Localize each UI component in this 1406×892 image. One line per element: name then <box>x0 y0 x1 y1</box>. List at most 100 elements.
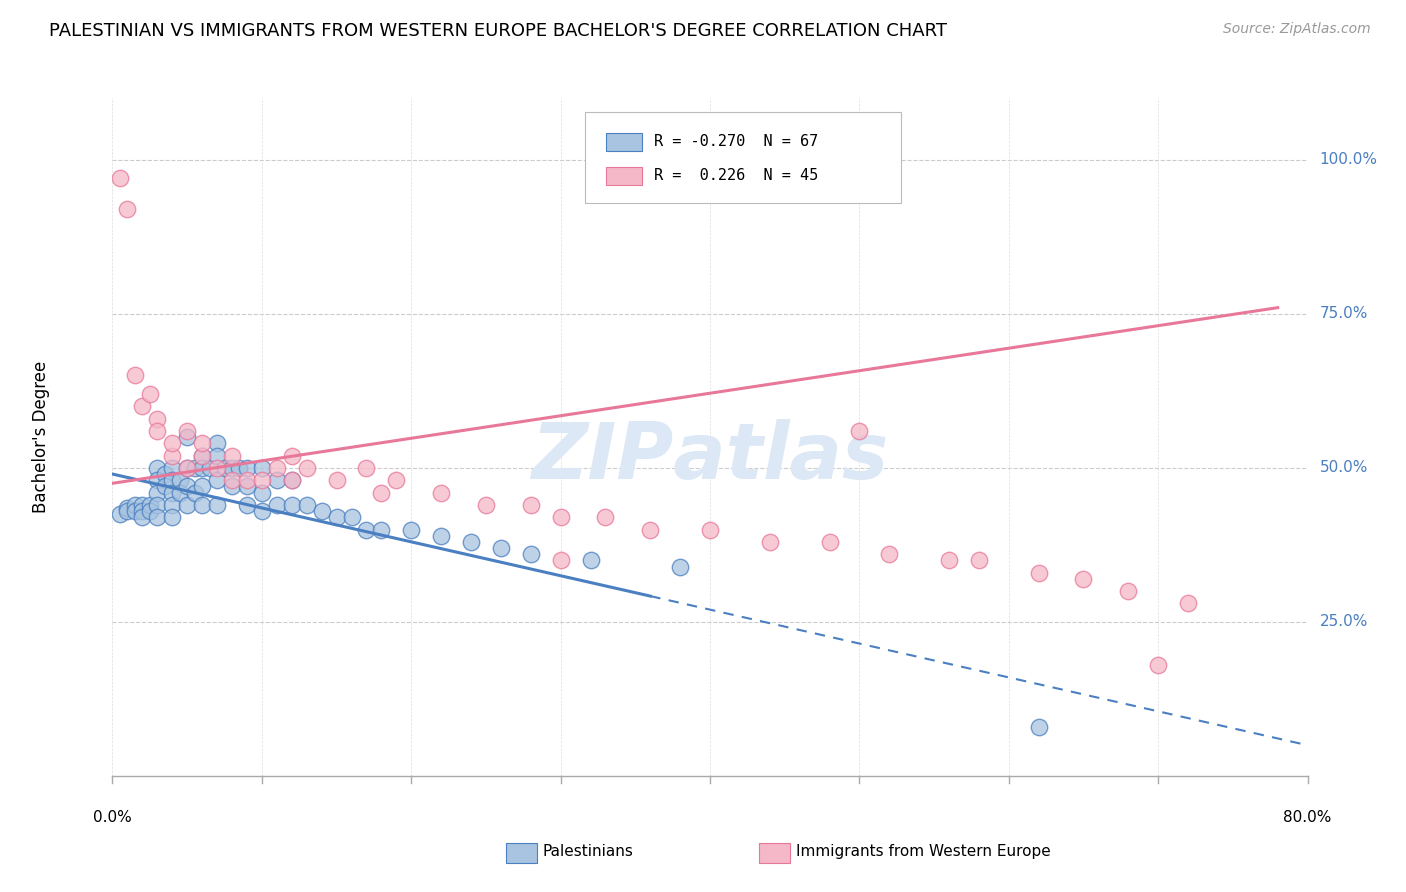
Point <box>139 504 162 518</box>
Point <box>325 473 347 487</box>
Point <box>370 523 392 537</box>
Point <box>1073 572 1095 586</box>
Point <box>250 504 273 518</box>
Point <box>191 479 214 493</box>
Point <box>430 529 453 543</box>
Point <box>146 510 169 524</box>
Text: ZIP​atlas: ZIP​atlas <box>531 419 889 495</box>
Point <box>117 202 139 216</box>
Point <box>281 498 304 512</box>
Point <box>117 504 139 518</box>
Point <box>146 473 169 487</box>
Point <box>221 479 243 493</box>
Point <box>162 473 183 487</box>
Text: Palestinians: Palestinians <box>543 845 634 859</box>
Point <box>236 473 259 487</box>
Point <box>638 523 662 537</box>
Text: 50.0%: 50.0% <box>1320 460 1368 475</box>
Point <box>191 436 214 450</box>
Point <box>295 461 318 475</box>
Point <box>266 461 288 475</box>
Point <box>214 461 236 475</box>
Point <box>221 449 243 463</box>
Point <box>1028 566 1050 580</box>
Point <box>176 479 198 493</box>
Text: Source: ZipAtlas.com: Source: ZipAtlas.com <box>1223 22 1371 37</box>
Point <box>108 171 131 186</box>
Point <box>281 473 304 487</box>
Point <box>176 498 198 512</box>
Point <box>131 510 153 524</box>
Point <box>205 461 228 475</box>
Point <box>356 523 378 537</box>
Text: 75.0%: 75.0% <box>1320 306 1368 321</box>
Text: R =  0.226  N = 45: R = 0.226 N = 45 <box>654 168 818 183</box>
Point <box>489 541 512 555</box>
Point <box>818 534 841 549</box>
Point <box>250 461 273 475</box>
Point <box>228 461 250 475</box>
Point <box>162 510 183 524</box>
Point <box>550 510 572 524</box>
Point <box>311 504 333 518</box>
Point <box>236 498 259 512</box>
FancyBboxPatch shape <box>585 112 901 203</box>
Point <box>877 547 901 561</box>
Point <box>162 485 183 500</box>
Point <box>325 510 347 524</box>
Point <box>124 498 146 512</box>
Point <box>191 449 214 463</box>
Point <box>460 534 482 549</box>
Text: 100.0%: 100.0% <box>1320 153 1378 167</box>
Point <box>759 534 782 549</box>
Point <box>205 449 228 463</box>
Point <box>169 485 191 500</box>
Point <box>146 424 169 438</box>
Point <box>236 461 259 475</box>
Point <box>146 461 169 475</box>
Text: 80.0%: 80.0% <box>1284 810 1331 825</box>
Point <box>191 498 214 512</box>
Point <box>162 436 183 450</box>
Point <box>146 498 169 512</box>
Point <box>131 498 153 512</box>
Point <box>124 368 146 383</box>
Point <box>250 473 273 487</box>
Point <box>848 424 870 438</box>
Point <box>131 399 153 413</box>
Point <box>191 449 214 463</box>
Point <box>162 449 183 463</box>
Point <box>131 504 153 518</box>
Point <box>221 473 243 487</box>
Point <box>370 485 392 500</box>
Point <box>198 461 221 475</box>
Point <box>430 485 453 500</box>
Text: 25.0%: 25.0% <box>1320 615 1368 630</box>
Point <box>520 547 543 561</box>
Point <box>1028 720 1050 734</box>
Point <box>205 498 228 512</box>
Text: Immigrants from Western Europe: Immigrants from Western Europe <box>796 845 1050 859</box>
Point <box>176 430 198 444</box>
Point <box>669 559 692 574</box>
Point <box>153 467 176 481</box>
Point <box>967 553 990 567</box>
Point <box>176 461 198 475</box>
Text: 0.0%: 0.0% <box>93 810 132 825</box>
Point <box>266 498 288 512</box>
Point <box>281 449 304 463</box>
Point <box>340 510 363 524</box>
Point <box>183 461 205 475</box>
Point <box>176 424 198 438</box>
Point <box>401 523 423 537</box>
Bar <box>606 168 643 185</box>
Point <box>176 461 198 475</box>
Point <box>699 523 721 537</box>
Point <box>475 498 498 512</box>
Point <box>205 473 228 487</box>
Point <box>221 461 243 475</box>
Point <box>266 473 288 487</box>
Point <box>281 473 304 487</box>
Point <box>117 500 139 515</box>
Bar <box>606 134 643 151</box>
